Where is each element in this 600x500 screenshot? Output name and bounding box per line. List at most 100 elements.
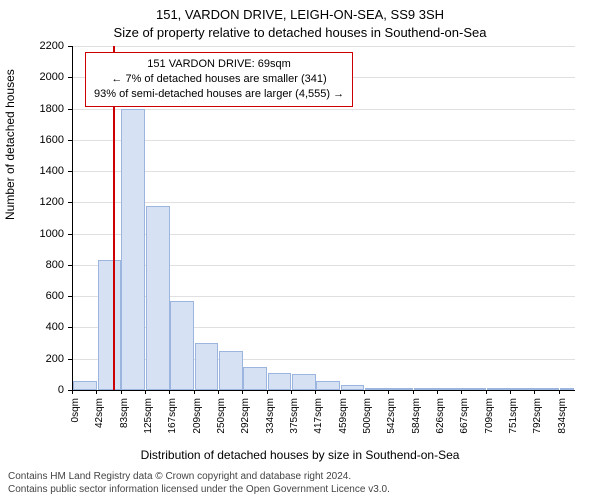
gridline <box>73 109 575 110</box>
gridline <box>73 140 575 141</box>
histogram-bar <box>341 385 364 390</box>
x-tick <box>461 390 462 394</box>
x-tick-label: 834sqm <box>557 398 568 448</box>
x-tick <box>510 390 511 394</box>
x-tick <box>121 390 122 394</box>
x-tick <box>96 390 97 394</box>
x-axis-label: Distribution of detached houses by size … <box>0 448 600 462</box>
y-tick-label: 1400 <box>16 165 64 177</box>
footer-line1: Contains HM Land Registry data © Crown c… <box>8 470 390 483</box>
x-tick-label: 83sqm <box>119 398 130 448</box>
y-tick <box>68 202 72 203</box>
y-tick-label: 600 <box>16 290 64 302</box>
annotation-line1: 151 VARDON DRIVE: 69sqm <box>94 57 344 72</box>
x-tick-label: 542sqm <box>386 398 397 448</box>
histogram-bar <box>195 343 218 390</box>
x-tick-label: 500sqm <box>362 398 373 448</box>
gridline <box>73 202 575 203</box>
x-tick <box>486 390 487 394</box>
x-tick <box>437 390 438 394</box>
y-tick-label: 1200 <box>16 196 64 208</box>
y-tick <box>68 140 72 141</box>
y-tick-label: 800 <box>16 259 64 271</box>
histogram-bar <box>438 388 461 390</box>
y-tick <box>68 296 72 297</box>
x-tick <box>218 390 219 394</box>
y-tick <box>68 234 72 235</box>
x-tick-label: 751sqm <box>508 398 519 448</box>
x-tick <box>340 390 341 394</box>
x-tick <box>145 390 146 394</box>
histogram-bar <box>292 374 316 390</box>
x-tick <box>194 390 195 394</box>
y-tick-label: 1800 <box>16 103 64 115</box>
histogram-bar <box>219 351 243 390</box>
histogram-bar <box>170 301 194 390</box>
histogram-bar <box>316 381 340 390</box>
x-tick <box>559 390 560 394</box>
x-tick <box>413 390 414 394</box>
footer-attribution: Contains HM Land Registry data © Crown c… <box>8 470 390 496</box>
x-tick-label: 167sqm <box>167 398 178 448</box>
histogram-bar <box>243 367 267 390</box>
histogram-bar <box>365 388 389 390</box>
x-tick-label: 209sqm <box>192 398 203 448</box>
histogram-bar <box>535 388 559 390</box>
y-axis-label: Number of detached houses <box>3 69 17 220</box>
histogram-bar <box>511 388 534 390</box>
x-tick-label: 667sqm <box>459 398 470 448</box>
x-tick-label: 584sqm <box>411 398 422 448</box>
x-tick-label: 0sqm <box>70 398 81 448</box>
histogram-bar <box>98 260 121 390</box>
x-tick <box>267 390 268 394</box>
y-tick <box>68 359 72 360</box>
y-tick-label: 400 <box>16 321 64 333</box>
x-tick-label: 417sqm <box>313 398 324 448</box>
y-tick-label: 2200 <box>16 40 64 52</box>
plot-area: 151 VARDON DRIVE: 69sqm ← 7% of detached… <box>72 46 575 391</box>
y-tick <box>68 46 72 47</box>
x-tick <box>291 390 292 394</box>
histogram-bar <box>414 388 438 390</box>
chart-subtitle: Size of property relative to detached ho… <box>0 24 600 42</box>
y-tick-label: 1000 <box>16 228 64 240</box>
x-tick <box>315 390 316 394</box>
y-tick-label: 2000 <box>16 71 64 83</box>
x-tick <box>534 390 535 394</box>
y-tick-label: 0 <box>16 384 64 396</box>
x-tick-label: 792sqm <box>532 398 543 448</box>
x-tick-label: 292sqm <box>240 398 251 448</box>
x-tick-label: 375sqm <box>289 398 300 448</box>
histogram-bar <box>146 206 170 391</box>
y-tick <box>68 171 72 172</box>
y-tick <box>68 77 72 78</box>
x-tick-label: 626sqm <box>435 398 446 448</box>
x-tick-label: 334sqm <box>265 398 276 448</box>
x-tick <box>388 390 389 394</box>
y-tick-label: 200 <box>16 353 64 365</box>
histogram-bar <box>389 388 413 390</box>
x-tick-label: 709sqm <box>484 398 495 448</box>
histogram-bar <box>487 388 511 390</box>
x-tick-label: 125sqm <box>143 398 154 448</box>
y-tick <box>68 265 72 266</box>
histogram-bar <box>73 381 97 390</box>
x-tick <box>242 390 243 394</box>
histogram-bar <box>121 109 145 390</box>
y-tick <box>68 109 72 110</box>
chart-container: 151, VARDON DRIVE, LEIGH-ON-SEA, SS9 3SH… <box>0 0 600 500</box>
annotation-line3: 93% of semi-detached houses are larger (… <box>94 87 344 102</box>
annotation-box: 151 VARDON DRIVE: 69sqm ← 7% of detached… <box>85 52 353 107</box>
footer-line2: Contains public sector information licen… <box>8 483 390 496</box>
y-tick-label: 1600 <box>16 134 64 146</box>
histogram-bar <box>462 388 486 390</box>
annotation-line2: ← 7% of detached houses are smaller (341… <box>94 72 344 87</box>
x-tick-label: 459sqm <box>338 398 349 448</box>
y-tick <box>68 327 72 328</box>
chart-title: 151, VARDON DRIVE, LEIGH-ON-SEA, SS9 3SH <box>0 0 600 24</box>
x-tick <box>364 390 365 394</box>
x-tick <box>72 390 73 394</box>
gridline <box>73 46 575 47</box>
histogram-bar <box>560 388 575 390</box>
gridline <box>73 171 575 172</box>
